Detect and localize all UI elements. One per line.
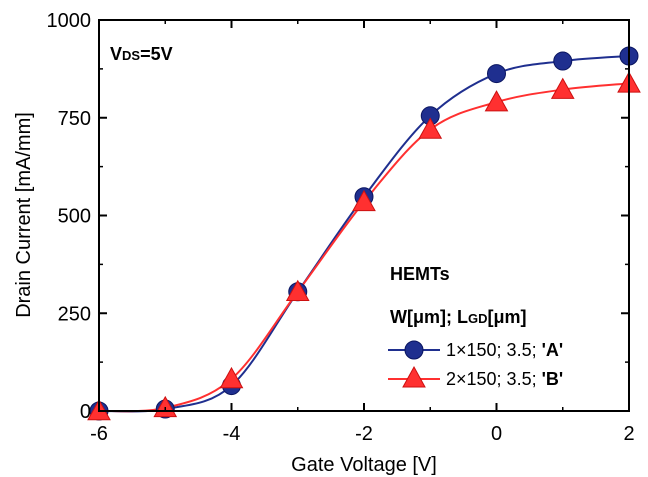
y-tick-label: 500 [58,206,91,228]
data-point-b [418,117,443,139]
legend-label-a: 1×150; 3.5; 'A' [446,340,563,360]
x-tick-label: 2 [623,423,634,445]
device-annotation: HEMTs [390,264,450,284]
legend-marker-a [404,340,424,360]
series-line-1 [98,82,630,413]
axis-ticks [98,19,630,412]
data-point-b [352,189,376,212]
y-tick-label: 1000 [47,10,92,32]
x-axis-title: Gate Voltage [V] [291,454,437,476]
data-point-b [219,366,244,389]
data-point-a [487,64,506,84]
x-tick-labels: -6 -4 -2 0 2 [90,423,634,445]
legend-marker-b [402,365,426,388]
legend: 1×150; 3.5; 'A' 2×150; 3.5; 'B' [388,340,563,389]
y-tick-label: 250 [58,303,91,325]
y-axis-title: Drain Current [mA/mm] [13,112,35,318]
x-tick-label: 0 [491,423,502,445]
data-point-b [285,279,310,302]
x-tick-label: -4 [223,423,241,445]
legend-header: W[μm]; LGD[μm] [390,307,527,327]
y-tick-label: 0 [80,401,91,423]
data-point-b [550,77,575,99]
x-tick-label: -2 [355,423,373,445]
x-tick-label: -6 [90,423,108,445]
data-point-a [553,51,573,71]
data-point-b [484,90,509,112]
legend-label-b: 2×150; 3.5; 'B' [446,369,563,389]
vds-annotation: VDS=5V [110,44,173,64]
series-markers [87,46,641,421]
y-tick-labels: 0 250 500 750 1000 [47,10,92,423]
y-tick-label: 750 [58,108,91,130]
